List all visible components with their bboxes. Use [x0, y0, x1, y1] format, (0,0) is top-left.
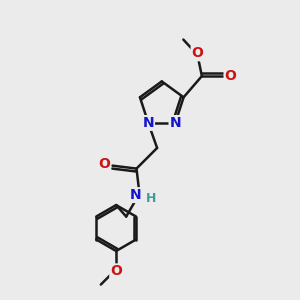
- Text: O: O: [224, 69, 236, 83]
- Text: N: N: [130, 188, 142, 202]
- Text: N: N: [169, 116, 181, 130]
- Text: N: N: [142, 116, 154, 130]
- Text: O: O: [191, 46, 203, 60]
- Text: O: O: [98, 157, 110, 171]
- Text: H: H: [146, 192, 156, 206]
- Text: O: O: [110, 264, 122, 278]
